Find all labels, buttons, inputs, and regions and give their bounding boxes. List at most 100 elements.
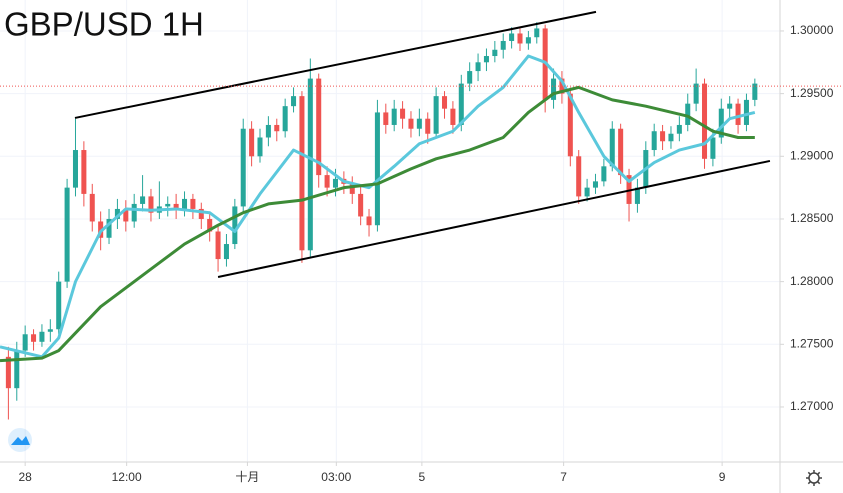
candle-body — [291, 96, 297, 107]
x-tick-label: 03:00 — [321, 470, 351, 484]
candle-body — [47, 329, 53, 332]
candle-body — [475, 62, 481, 72]
candle-body — [752, 83, 758, 100]
candle-body — [349, 183, 355, 194]
candle-body — [265, 124, 271, 138]
candle-body — [383, 112, 389, 125]
candle-body — [332, 178, 338, 188]
candle-body — [14, 350, 20, 389]
candle-body — [215, 231, 221, 260]
candle-body — [467, 71, 473, 84]
candle-body — [114, 208, 120, 219]
trendline — [74, 10, 597, 119]
y-tick-label: 1.29500 — [790, 86, 834, 100]
candle-body — [366, 216, 372, 226]
candle-body — [668, 133, 674, 142]
candle-body — [282, 106, 288, 132]
candle-body — [89, 193, 95, 222]
settings-icon[interactable] — [806, 470, 822, 486]
candle-body — [148, 196, 154, 213]
candle-body — [64, 187, 70, 282]
candle-body — [123, 208, 129, 222]
candle-body — [173, 203, 179, 209]
candle-body — [433, 96, 439, 134]
candle-body — [81, 150, 87, 194]
y-tick-label: 1.28500 — [790, 211, 834, 225]
candle-body — [140, 196, 146, 204]
candle-body — [634, 187, 640, 204]
candle-body — [257, 137, 263, 157]
candle-body — [106, 218, 112, 238]
x-tick-label: 十月 — [235, 470, 259, 484]
chart-title: GBP/USD 1H — [4, 6, 204, 43]
candle-body — [609, 128, 615, 167]
candle-body — [324, 175, 330, 188]
candle-body — [500, 40, 506, 50]
y-tick-label: 1.29000 — [790, 148, 834, 162]
logo — [8, 428, 32, 452]
candle-body — [425, 118, 431, 134]
candle-body — [198, 208, 204, 219]
candle-body — [358, 193, 364, 217]
candle-body — [743, 99, 749, 125]
candle-body — [693, 83, 699, 104]
candle-body — [223, 244, 229, 260]
candle-body — [626, 175, 632, 204]
candle-body — [492, 49, 498, 57]
candle-body — [727, 103, 733, 109]
candle-body — [534, 28, 540, 38]
moving-average — [0, 54, 756, 359]
candle-body — [509, 33, 515, 41]
candle-body — [483, 56, 489, 63]
candle-body — [72, 150, 78, 188]
candle-body — [592, 181, 598, 188]
x-tick-label: 12:00 — [112, 470, 142, 484]
candle-body — [274, 124, 280, 132]
candle-body — [416, 118, 422, 129]
candle-body — [232, 206, 238, 245]
candle-body — [450, 108, 456, 125]
plot-area — [0, 10, 771, 420]
candle-body — [56, 281, 62, 330]
candle-body — [190, 198, 196, 209]
candle-body — [651, 131, 657, 151]
x-tick-label: 5 — [419, 470, 426, 484]
candle-body — [165, 203, 171, 207]
candle-body — [584, 187, 590, 197]
candle-body — [240, 128, 246, 207]
grid — [0, 0, 780, 462]
candle-body — [660, 131, 666, 142]
candle-body — [601, 166, 607, 182]
x-tick-label: 28 — [18, 470, 32, 484]
candle-body — [551, 78, 557, 100]
candle-body — [702, 83, 708, 159]
candle-body — [710, 137, 716, 159]
y-tick-label: 1.27000 — [790, 399, 834, 413]
candle-body — [567, 93, 573, 157]
candle-body — [458, 83, 464, 125]
candle-body — [735, 103, 741, 125]
candle-body — [718, 108, 724, 138]
candle-body — [442, 96, 448, 109]
candle-body — [316, 78, 322, 176]
candle-body — [525, 37, 531, 44]
candle-body — [618, 128, 624, 176]
candle-body — [5, 356, 11, 389]
candle-body — [374, 112, 380, 226]
candle-body — [207, 218, 213, 232]
x-tick-label: 7 — [560, 470, 567, 484]
y-tick-label: 1.28000 — [790, 274, 834, 288]
candle-body — [391, 108, 397, 125]
candle-body — [182, 198, 188, 209]
candle-body — [22, 334, 28, 351]
candle-body — [408, 118, 414, 129]
y-tick-label: 1.27500 — [790, 336, 834, 350]
candle-body — [576, 156, 582, 197]
trendline — [217, 159, 771, 278]
moving-average — [0, 85, 755, 363]
candle-body — [400, 108, 406, 119]
candle-body — [39, 331, 45, 342]
candle-body — [31, 334, 37, 342]
candle-body — [249, 128, 255, 157]
